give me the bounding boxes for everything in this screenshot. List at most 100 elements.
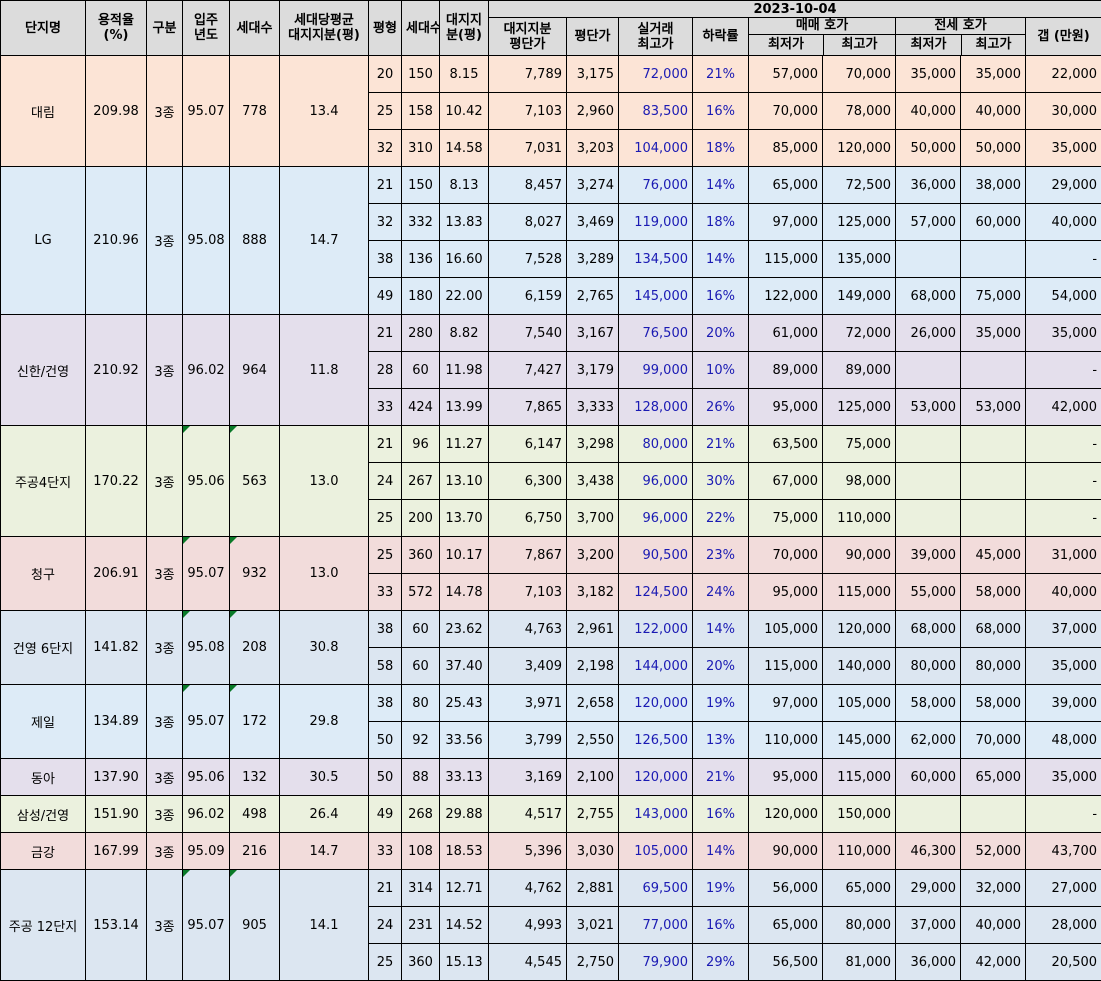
sale-min-cell: 70,000 [748, 92, 823, 130]
drop-rate-cell: 16% [692, 906, 749, 944]
jeonse-max-cell: 70,000 [960, 721, 1026, 759]
price-per-pyeong-cell: 3,030 [566, 832, 619, 870]
sale-max-cell: 150,000 [822, 795, 896, 833]
land-share-cell: 14.78 [439, 573, 489, 611]
land-share-cell: 16.60 [439, 240, 489, 278]
jeonse-min-cell [895, 351, 961, 389]
drop-rate-cell: 29% [692, 943, 749, 981]
sale-max-cell: 149,000 [822, 277, 896, 315]
table-row: 28 60 11.98 7,427 3,179 99,000 10% 89,000 89,000… [0, 351, 1101, 389]
sale-max-cell: 90,000 [822, 536, 896, 574]
households-cell: 932 [229, 536, 280, 611]
avg-land-share-cell: 13.0 [279, 536, 369, 611]
avg-land-share-cell: 30.8 [279, 610, 369, 685]
floor-area-ratio-cell: 137.90 [85, 758, 147, 796]
move-in-year-cell: 95.07 [182, 536, 230, 611]
unit-households-cell: 314 [401, 869, 440, 907]
land-share-cell: 10.17 [439, 536, 489, 574]
complex-name-cell: 제일 [0, 684, 86, 759]
land-price-per-pyeong-cell: 8,457 [488, 166, 567, 204]
jeonse-min-cell: 37,000 [895, 906, 961, 944]
pyeong-cell: 32 [368, 203, 402, 241]
drop-rate-cell: 21% [692, 55, 749, 93]
table-row: 청구 206.91 3종 95.07 932 13.0 25 360 10.17 7,867 3,2… [0, 536, 1101, 611]
gap-cell: 28,000 [1024, 906, 1101, 944]
move-in-year-cell: 95.07 [182, 55, 230, 167]
sale-min-cell: 115,000 [748, 240, 823, 278]
peak-trade-cell: 72,000 [618, 55, 693, 93]
unit-households-cell: 360 [401, 536, 440, 574]
jeonse-min-cell: 55,000 [895, 573, 961, 611]
gap-cell: 31,000 [1024, 536, 1101, 574]
price-per-pyeong-cell: 3,203 [566, 129, 619, 167]
pyeong-cell: 21 [368, 166, 402, 204]
jeonse-max-cell: 58,000 [960, 573, 1026, 611]
gap-cell: 40,000 [1024, 203, 1101, 241]
peak-trade-cell: 77,000 [618, 906, 693, 944]
price-per-pyeong-cell: 3,469 [566, 203, 619, 241]
price-per-pyeong-cell: 3,700 [566, 499, 619, 537]
pyeong-cell: 20 [368, 55, 402, 93]
land-share-cell: 8.82 [439, 314, 489, 352]
households-cell: 563 [229, 425, 280, 537]
unit-households-cell: 96 [401, 425, 440, 463]
gap-cell: 35,000 [1024, 647, 1101, 685]
header-jeonse-max: 최고가 [975, 37, 1012, 52]
unit-households-cell: 310 [401, 129, 440, 167]
gap-cell: 40,000 [1024, 573, 1101, 611]
land-share-cell: 15.13 [439, 943, 489, 981]
avg-land-share-cell: 11.8 [279, 314, 369, 426]
peak-trade-cell: 144,000 [618, 647, 693, 685]
unit-households-cell: 268 [401, 795, 440, 833]
price-per-pyeong-cell: 2,658 [566, 684, 619, 722]
zone-cell: 3종 [146, 869, 183, 981]
sale-min-cell: 56,000 [748, 869, 823, 907]
zone-cell: 3종 [146, 314, 183, 426]
pyeong-cell: 38 [368, 610, 402, 648]
sale-min-cell: 97,000 [748, 684, 823, 722]
sale-max-cell: 105,000 [822, 684, 896, 722]
households-cell: 172 [229, 684, 280, 759]
pyeong-cell: 28 [368, 351, 402, 389]
unit-households-cell: 92 [401, 721, 440, 759]
land-price-per-pyeong-cell: 7,865 [488, 388, 567, 426]
unit-households-cell: 136 [401, 240, 440, 278]
land-price-per-pyeong-cell: 7,528 [488, 240, 567, 278]
gap-cell: 43,700 [1024, 832, 1101, 870]
pyeong-cell: 58 [368, 647, 402, 685]
peak-trade-cell: 120,000 [618, 684, 693, 722]
jeonse-min-cell: 35,000 [895, 55, 961, 93]
peak-trade-cell: 96,000 [618, 462, 693, 500]
drop-rate-cell: 22% [692, 499, 749, 537]
drop-rate-cell: 30% [692, 462, 749, 500]
land-share-cell: 12.71 [439, 869, 489, 907]
complex-name-cell: 주공 12단지 [0, 869, 86, 981]
jeonse-min-cell [895, 462, 961, 500]
households-cell: 778 [229, 55, 280, 167]
gap-cell: - [1024, 351, 1101, 389]
land-price-per-pyeong-cell: 6,750 [488, 499, 567, 537]
drop-rate-cell: 21% [692, 425, 749, 463]
header-gap: 갭 (만원) [1024, 17, 1101, 56]
header-land-share: 대지지 분(평) [439, 0, 489, 56]
households-cell: 208 [229, 610, 280, 685]
sale-min-cell: 105,000 [748, 610, 823, 648]
jeonse-min-cell: 53,000 [895, 388, 961, 426]
pyeong-cell: 32 [368, 129, 402, 167]
complex-name-cell: LG [0, 166, 86, 315]
jeonse-min-cell [895, 499, 961, 537]
sale-min-cell: 65,000 [748, 906, 823, 944]
jeonse-max-cell [960, 351, 1026, 389]
sale-max-cell: 120,000 [822, 610, 896, 648]
move-in-year-cell: 95.08 [182, 166, 230, 315]
jeonse-min-cell: 36,000 [895, 943, 961, 981]
jeonse-max-cell: 40,000 [960, 906, 1026, 944]
table-row: 25 158 10.42 7,103 2,960 83,500 16% 70,000 78,00… [0, 92, 1101, 130]
zone-cell: 3종 [146, 832, 183, 870]
jeonse-max-cell [960, 462, 1026, 500]
sale-min-cell: 61,000 [748, 314, 823, 352]
pyeong-cell: 21 [368, 425, 402, 463]
jeonse-min-cell: 40,000 [895, 92, 961, 130]
header-pyeong: 평형 [368, 0, 402, 56]
jeonse-max-cell: 40,000 [960, 92, 1026, 130]
